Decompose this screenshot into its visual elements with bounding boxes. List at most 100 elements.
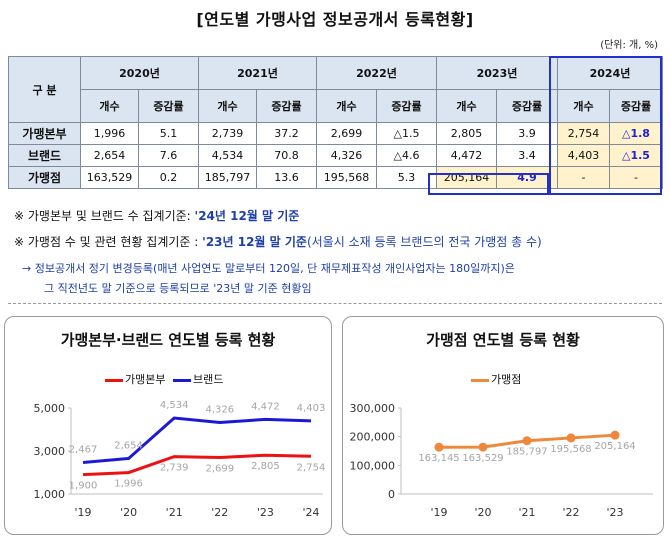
- subhead-count: 개수: [557, 89, 610, 123]
- table-cell: 205,164: [436, 166, 497, 189]
- subhead-count: 개수: [198, 89, 257, 123]
- table-cell: 4,534: [198, 144, 257, 167]
- year-header: 2023년: [436, 56, 558, 90]
- note-arrow-line1: → 정보공개서 정기 변경등록(매년 사업연도 말로부터 120일, 단 재무제…: [22, 262, 515, 275]
- table-row-hq: 가맹본부 1,996 5.1 2,739 37.2 2,699 △1.5 2,8…: [8, 122, 663, 145]
- table-cell: 0.2: [138, 166, 199, 189]
- chart-title: 가맹점 연도별 등록 현황: [426, 331, 580, 349]
- table-cell: -: [557, 166, 610, 189]
- x-tick-label: '20: [120, 506, 137, 519]
- legend-label: 가맹본부: [125, 373, 166, 386]
- note-text: (서울시 소재 등록 브랜드의 전국 가맹점 총 수): [306, 235, 542, 249]
- table-cell: 4,472: [436, 144, 497, 167]
- year-header: 2024년: [557, 56, 663, 90]
- note-emphasis: '24년 12월 말 기준: [194, 209, 300, 223]
- table-cell: 195,568: [316, 166, 377, 189]
- data-label: 4,534: [160, 400, 189, 411]
- note-hq-brand-basis: ※ 가맹본부 및 브랜드 수 집계기준: '24년 12월 말 기준: [14, 207, 299, 224]
- note-arrow-line2: 그 직전년도 말 기준으로 등록되므로 '23년 말 기준 현황임: [44, 282, 312, 295]
- subhead-rate: 증감률: [609, 89, 663, 123]
- chart-legend: 가맹본부 브랜드: [105, 371, 223, 387]
- table-cell: △1.5: [376, 122, 437, 145]
- data-point: [610, 430, 620, 440]
- x-tick-label: '19: [74, 506, 91, 519]
- table-cell: 7.6: [138, 144, 199, 167]
- table-cell: 1,996: [80, 122, 139, 145]
- y-tick-label: 100,000: [350, 459, 396, 472]
- table-cell: 4,403: [557, 144, 610, 167]
- row-label: 가맹점: [8, 166, 81, 189]
- chart-legend: 가맹점: [471, 371, 521, 387]
- year-header: 2022년: [316, 56, 437, 90]
- note-text: ※ 가맹본부 및 브랜드 수 집계기준:: [14, 209, 195, 223]
- table-cell: 5.3: [376, 166, 437, 189]
- row-label: 가맹본부: [8, 122, 81, 145]
- data-point: [566, 433, 576, 443]
- x-tick-label: '22: [211, 506, 228, 519]
- table-row-brand: 브랜드 2,654 7.6 4,534 70.8 4,326 △4.6 4,47…: [8, 144, 663, 167]
- y-tick-label: 3,000: [34, 445, 66, 458]
- y-tick-label: 0: [388, 488, 395, 501]
- line-chart-hq-brand: 1,000 3,000 5,000 '19 '20 '21 '22 '23 '24 1,900 1,…: [34, 400, 326, 519]
- x-tick-label: '19: [430, 506, 447, 519]
- table-corner: 구 분: [8, 56, 81, 123]
- page-title: [연도별 가맹사업 정보공개서 등록현황]: [196, 10, 474, 29]
- row-label: 브랜드: [8, 144, 81, 167]
- table-cell: △1.5: [609, 144, 663, 167]
- x-tick-label: '22: [562, 506, 579, 519]
- x-tick-label: '21: [166, 506, 183, 519]
- legend-swatch: [172, 378, 191, 382]
- legend-swatch: [471, 378, 489, 382]
- subhead-count: 개수: [316, 89, 377, 123]
- data-label: 2,654: [114, 440, 143, 451]
- note-franchise-basis: ※ 가맹점 수 및 관련 현황 집계기준 : '23년 12월 말 기준(서울시…: [14, 233, 542, 250]
- subhead-count: 개수: [436, 89, 497, 123]
- table-cell: 163,529: [80, 166, 139, 189]
- line-chart-franchise: 0 100,000 200,000 300,000 '19 '20 '21 '22 '23 163…: [350, 402, 653, 519]
- year-header: 2021년: [198, 56, 317, 90]
- legend-label: 가맹점: [491, 373, 522, 386]
- data-label: 205,164: [594, 441, 635, 452]
- subhead-rate: 증감률: [256, 89, 317, 123]
- series-line: [82, 453, 312, 477]
- table-cell: 3.9: [496, 122, 558, 145]
- chart-title: 가맹본부·브랜드 연도별 등록 현황: [60, 331, 276, 349]
- table-header-years: 구 분 2020년 2021년 2022년 2023년 2024년: [8, 56, 663, 123]
- data-label: 4,326: [205, 404, 234, 415]
- table-cell: 37.2: [256, 122, 317, 145]
- x-tick-label: '21: [518, 506, 535, 519]
- data-label: 2,739: [160, 463, 189, 474]
- data-label: 2,754: [297, 462, 326, 473]
- data-point: [522, 436, 532, 446]
- data-label: 2,699: [205, 463, 234, 474]
- table-cell: 3.4: [496, 144, 558, 167]
- data-label: 1,900: [69, 481, 98, 492]
- data-label: 2,805: [251, 461, 280, 472]
- table-cell: 2,805: [436, 122, 497, 145]
- note-text: ※ 가맹점 수 및 관련 현황 집계기준 :: [14, 235, 203, 249]
- data-label: 2,467: [69, 444, 98, 455]
- table-cell: 5.1: [138, 122, 199, 145]
- chart-panel-franchise: 가맹점 연도별 등록 현황 가맹점 0 100,000 200,000 300,000…: [342, 316, 664, 535]
- data-point: [478, 442, 488, 452]
- data-label: 1,996: [114, 479, 143, 490]
- subhead-rate: 증감률: [138, 89, 199, 123]
- table-header-subheads: 개수 증감률 개수 증감률 개수 증감률 개수 증감률 개수 증감률: [9, 89, 663, 123]
- subhead-count: 개수: [80, 89, 139, 123]
- data-label: 195,568: [550, 444, 591, 455]
- subhead-rate: 증감률: [376, 89, 437, 123]
- table-cell: 2,754: [557, 122, 610, 145]
- x-tick-label: '23: [606, 506, 623, 519]
- data-label: 163,529: [462, 453, 503, 464]
- table-cell: 70.8: [256, 144, 317, 167]
- data-label: 4,403: [297, 403, 326, 414]
- table-cell: △1.8: [609, 122, 663, 145]
- registration-table: 구 분 2020년 2021년 2022년 2023년 2024년 개수 증감률…: [8, 56, 663, 189]
- subhead-rate: 증감률: [496, 89, 558, 123]
- table-cell: -: [609, 166, 663, 189]
- chart-panel-hq-brand: 가맹본부·브랜드 연도별 등록 현황 가맹본부 브랜드 1,000 3,000 5,…: [4, 316, 332, 535]
- legend-label: 브랜드: [192, 373, 224, 386]
- table-cell: 2,654: [80, 144, 139, 167]
- y-tick-label: 1,000: [34, 488, 66, 501]
- series-line: [82, 416, 312, 464]
